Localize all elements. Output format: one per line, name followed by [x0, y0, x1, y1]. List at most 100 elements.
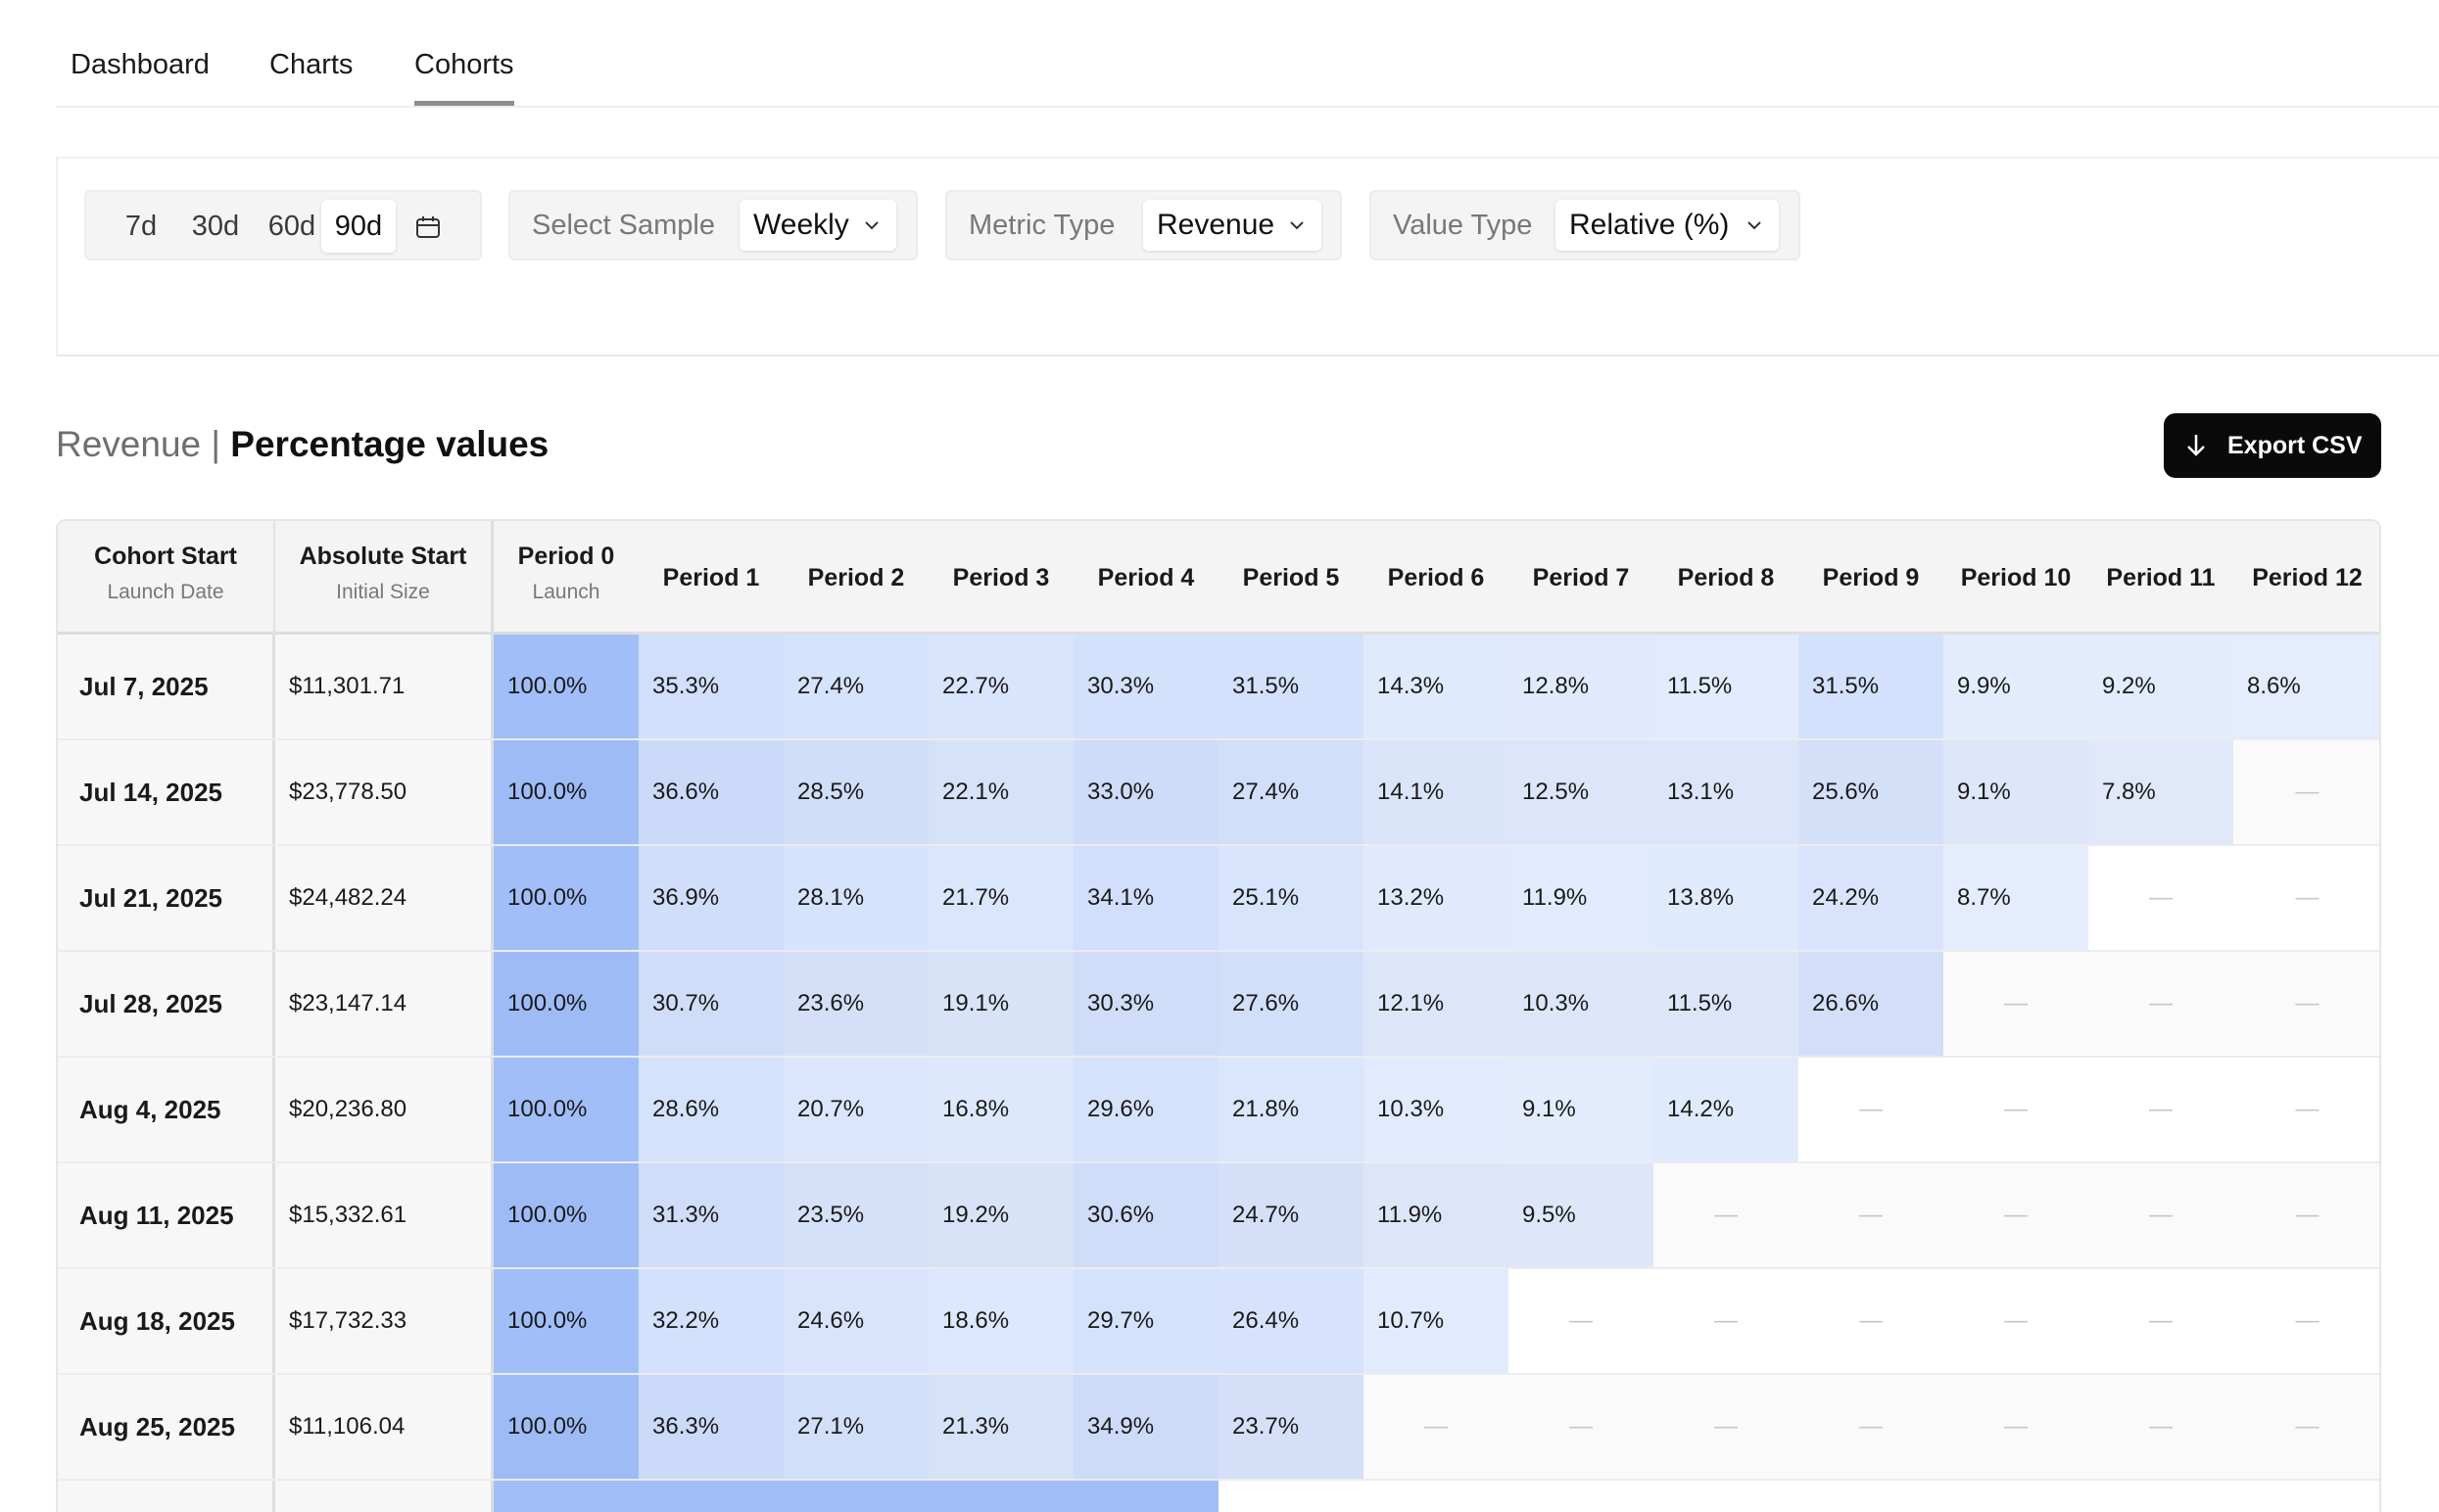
title-separator: | — [211, 424, 221, 464]
retention-cell: 30.3% — [1074, 635, 1219, 738]
empty-cell: — — [1363, 1481, 1508, 1512]
export-csv-button[interactable]: Export CSV — [2164, 413, 2381, 478]
empty-cell: — — [1653, 1481, 1798, 1512]
retention-cell: 21.7% — [929, 846, 1074, 950]
retention-cell: 36.9% — [639, 846, 784, 950]
retention-cell — [639, 1481, 784, 1512]
cohort-date-cell: Jul 14, 2025 — [58, 740, 275, 844]
retention-cell: 8.6% — [2233, 635, 2379, 738]
empty-cell: — — [1508, 1481, 1653, 1512]
retention-cell: 34.9% — [1074, 1375, 1219, 1479]
empty-cell: — — [2149, 990, 2173, 1016]
retention-cell: 27.4% — [1219, 740, 1363, 844]
sample-select[interactable]: Weekly — [740, 200, 896, 251]
metric-select[interactable]: Revenue — [1143, 200, 1321, 251]
empty-cell: — — [2295, 1202, 2319, 1228]
column-header: Period 3 — [929, 521, 1074, 635]
empty-cell: — — [2295, 1413, 2319, 1440]
column-subtitle: Launch — [532, 581, 600, 603]
column-header: Cohort Start Launch Date — [58, 521, 275, 635]
empty-cell: — — [1569, 1307, 1593, 1334]
table-row[interactable]: Aug 18, 2025 $17,732.33 100.0% 32.2% 24.6% 18… — [58, 1269, 2379, 1375]
retention-cell: 30.3% — [1074, 952, 1219, 1056]
retention-cell: 100.0% — [494, 952, 639, 1056]
retention-cell: 24.6% — [784, 1269, 929, 1373]
table-row[interactable]: Aug 11, 2025 $15,332.61 100.0% 31.3% 23.5% 19… — [58, 1163, 2379, 1269]
empty-cell: — — [1714, 1202, 1738, 1228]
range-7d-button[interactable]: 7d — [124, 211, 158, 242]
export-csv-label: Export CSV — [2227, 432, 2363, 459]
table-row[interactable]: Jul 14, 2025 $23,778.50 100.0% 36.6% 28.5% 22… — [58, 740, 2379, 846]
table-row[interactable]: Jul 7, 2025 $11,301.71 100.0% 35.3% 27.4% 22.… — [58, 635, 2379, 740]
metric-filter: Metric Type Revenue — [945, 190, 1342, 260]
empty-cell: — — [2295, 779, 2319, 805]
column-title: Period 3 — [952, 564, 1050, 591]
retention-cell: 31.3% — [639, 1163, 784, 1267]
empty-cell: — — [1859, 1202, 1883, 1228]
value-type-select[interactable]: Relative (%) — [1555, 200, 1779, 251]
empty-cell: — — [2088, 1481, 2233, 1512]
retention-cell: 23.5% — [784, 1163, 929, 1267]
empty-cell: — — [2149, 884, 2173, 911]
cohort-date-cell — [58, 1481, 275, 1512]
table-row[interactable]: Jul 21, 2025 $24,482.24 100.0% 36.9% 28.1% 21… — [58, 846, 2379, 952]
empty-cell: — — [2295, 884, 2319, 911]
retention-cell: 13.2% — [1363, 846, 1508, 950]
empty-cell: — — [1714, 1413, 1738, 1440]
column-title: Period 6 — [1387, 564, 1485, 591]
range-60d-button[interactable]: 60d — [267, 211, 316, 242]
empty-cell: — — [2004, 1202, 2028, 1228]
empty-cell: — — [2149, 1202, 2173, 1228]
column-subtitle: Initial Size — [336, 581, 430, 603]
empty-cell: — — [2233, 1481, 2379, 1512]
retention-cell — [1074, 1481, 1219, 1512]
range-30d-button[interactable]: 30d — [191, 211, 240, 242]
retention-cell: 24.7% — [1219, 1163, 1363, 1267]
retention-cell: 11.9% — [1363, 1163, 1508, 1267]
retention-cell: 12.1% — [1363, 952, 1508, 1056]
retention-cell: 19.2% — [929, 1163, 1074, 1267]
retention-cell: 12.8% — [1508, 635, 1653, 738]
range-90d-button[interactable]: 90d — [321, 200, 396, 253]
empty-cell: — — [2295, 1096, 2319, 1122]
retention-cell: 23.6% — [784, 952, 929, 1056]
retention-cell: 10.3% — [1508, 952, 1653, 1056]
table-row[interactable]: Aug 25, 2025 $11,106.04 100.0% 36.3% 27.1% 21… — [58, 1375, 2379, 1481]
tab-cohorts[interactable]: Cohorts — [414, 49, 514, 106]
column-header: Period 7 — [1508, 521, 1653, 635]
column-title: Cohort Start — [94, 543, 237, 570]
retention-cell: 8.7% — [1943, 846, 2088, 950]
filter-panel — [56, 157, 2439, 356]
table-row[interactable]: ———————— — [58, 1481, 2379, 1512]
empty-cell: — — [2149, 1307, 2173, 1334]
tab-dashboard[interactable]: Dashboard — [71, 49, 210, 80]
retention-cell: 27.6% — [1219, 952, 1363, 1056]
retention-cell — [929, 1481, 1074, 1512]
title-values: Percentage values — [230, 424, 550, 464]
absolute-start-cell: $24,482.24 — [275, 846, 494, 950]
chevron-down-icon — [1747, 221, 1761, 230]
column-title: Period 10 — [1960, 564, 2072, 591]
retention-cell: 28.6% — [639, 1058, 784, 1161]
column-header: Period 2 — [784, 521, 929, 635]
retention-cell: 26.6% — [1798, 952, 1943, 1056]
cohort-date-cell: Aug 11, 2025 — [58, 1163, 275, 1267]
table-row[interactable]: Jul 28, 2025 $23,147.14 100.0% 30.7% 23.6% 19… — [58, 952, 2379, 1058]
sample-filter: Select Sample Weekly — [508, 190, 918, 260]
empty-cell: — — [1859, 1096, 1883, 1122]
column-title: Period 7 — [1532, 564, 1630, 591]
absolute-start-cell: $20,236.80 — [275, 1058, 494, 1161]
table-row[interactable]: Aug 4, 2025 $20,236.80 100.0% 28.6% 20.7% 16.… — [58, 1058, 2379, 1163]
empty-cell: — — [2004, 990, 2028, 1016]
column-header: Period 0 Launch — [494, 521, 639, 635]
retention-cell: 100.0% — [494, 1163, 639, 1267]
column-header: Period 1 — [639, 521, 784, 635]
column-header: Period 8 — [1653, 521, 1798, 635]
sample-value: Weekly — [753, 209, 849, 241]
tab-charts[interactable]: Charts — [269, 49, 354, 80]
calendar-icon[interactable] — [415, 215, 441, 239]
retention-cell: 100.0% — [494, 740, 639, 844]
empty-cell: — — [1219, 1481, 1363, 1512]
retention-cell: 14.1% — [1363, 740, 1508, 844]
retention-cell: 34.1% — [1074, 846, 1219, 950]
